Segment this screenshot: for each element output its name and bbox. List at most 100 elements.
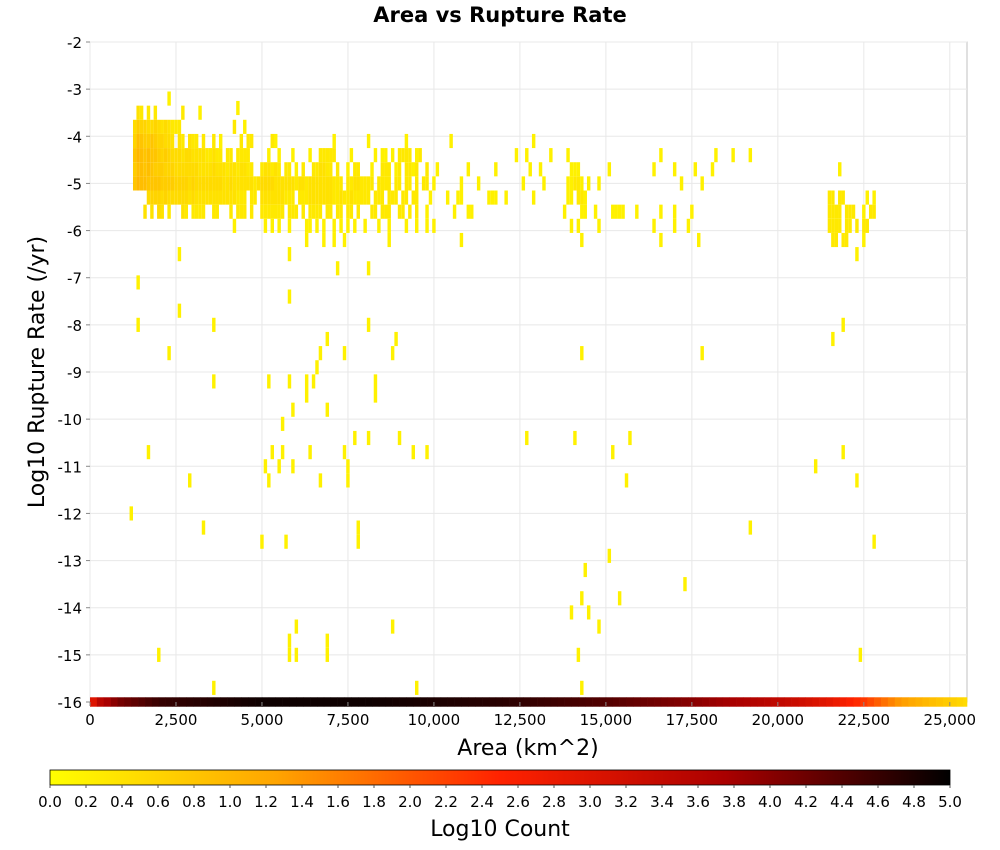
heatmap-cell bbox=[318, 162, 323, 177]
heatmap-cell bbox=[212, 176, 216, 191]
heatmap-cell bbox=[387, 162, 391, 177]
heatmap-cell bbox=[659, 148, 663, 163]
heatmap-cell bbox=[827, 190, 832, 205]
heatmap-cell bbox=[212, 148, 216, 163]
heatmap-cell bbox=[652, 162, 656, 177]
bottom-row-cell bbox=[922, 697, 930, 707]
heatmap-cell bbox=[243, 176, 247, 191]
bottom-row-cell bbox=[874, 697, 882, 707]
heatmap-cell bbox=[834, 218, 839, 233]
heatmap-cell bbox=[212, 680, 216, 695]
heatmap-cell bbox=[177, 148, 182, 163]
bottom-row-cell bbox=[337, 697, 345, 707]
colorbar-tick-label: 1.4 bbox=[290, 793, 314, 811]
bottom-row-cell bbox=[647, 697, 655, 707]
bottom-row-cell bbox=[764, 697, 772, 707]
heatmap-cell bbox=[249, 204, 254, 219]
bottom-row-cell bbox=[475, 697, 483, 707]
heatmap-cell bbox=[218, 133, 223, 149]
heatmap-cell bbox=[232, 119, 237, 134]
heatmap-cell bbox=[143, 162, 147, 177]
heatmap-cell bbox=[329, 204, 333, 219]
heatmap-cell bbox=[198, 148, 202, 163]
heatmap-cell bbox=[243, 190, 247, 205]
heatmap-cell bbox=[353, 190, 357, 205]
heatmap-cell bbox=[617, 591, 622, 606]
heatmap-cell bbox=[160, 204, 164, 219]
bottom-row-cell bbox=[750, 697, 758, 707]
heatmap-cell bbox=[690, 204, 694, 219]
bottom-row-cell bbox=[406, 697, 414, 707]
heatmap-cell bbox=[201, 133, 206, 149]
heatmap-cell bbox=[449, 133, 453, 149]
heatmap-cell bbox=[366, 317, 371, 332]
bottom-row-cell bbox=[612, 697, 620, 707]
heatmap-cell bbox=[390, 148, 395, 163]
heatmap-cell bbox=[212, 204, 216, 219]
bottom-row-cell bbox=[832, 697, 841, 707]
heatmap-cell bbox=[132, 176, 137, 191]
heatmap-cell bbox=[157, 162, 161, 177]
heatmap-cell bbox=[322, 176, 326, 191]
heatmap-cell bbox=[490, 190, 495, 205]
heatmap-cell bbox=[270, 204, 274, 219]
bottom-row-cell bbox=[537, 697, 545, 707]
heatmap-cell bbox=[576, 176, 581, 191]
heatmap-cell bbox=[249, 133, 254, 149]
heatmap-cell bbox=[236, 148, 240, 163]
heatmap-cell bbox=[311, 374, 316, 389]
heatmap-cell bbox=[270, 218, 274, 233]
heatmap-cell bbox=[294, 204, 299, 219]
heatmap-cell bbox=[586, 176, 591, 191]
heatmap-cell bbox=[239, 162, 244, 177]
heatmap-cell bbox=[181, 176, 185, 191]
bottom-row-cell bbox=[887, 697, 896, 707]
heatmap-cell bbox=[834, 232, 839, 248]
bottom-row-cell bbox=[124, 697, 132, 707]
heatmap-cell bbox=[573, 430, 577, 446]
heatmap-cell bbox=[298, 190, 302, 205]
heatmap-cell bbox=[277, 218, 281, 233]
heatmap-cell bbox=[363, 176, 367, 191]
heatmap-cell bbox=[132, 119, 137, 134]
heatmap-cell bbox=[301, 176, 305, 191]
bottom-row-cell bbox=[777, 697, 786, 707]
heatmap-cell bbox=[160, 148, 164, 163]
y-tick-label: -3 bbox=[67, 81, 82, 99]
heatmap-cell bbox=[583, 190, 587, 205]
heatmap-cell bbox=[432, 218, 436, 233]
heatmap-cell bbox=[194, 162, 199, 177]
bottom-row-cell bbox=[881, 697, 889, 707]
heatmap-cell bbox=[353, 218, 357, 233]
heatmap-cell bbox=[191, 190, 195, 205]
bottom-row-cell bbox=[592, 697, 600, 707]
heatmap-cell bbox=[267, 190, 271, 205]
heatmap-cell bbox=[153, 119, 158, 134]
heatmap-cell bbox=[342, 445, 347, 460]
heatmap-cell bbox=[184, 204, 189, 219]
bottom-row-cell bbox=[702, 697, 710, 707]
heatmap-cell bbox=[205, 162, 209, 177]
heatmap-cell bbox=[139, 119, 144, 134]
bottom-row-cell bbox=[543, 697, 552, 707]
bottom-row-cell bbox=[523, 697, 531, 707]
heatmap-cell bbox=[143, 176, 147, 191]
bottom-row-cell bbox=[385, 697, 393, 707]
heatmap-cell bbox=[315, 218, 319, 233]
heatmap-cell bbox=[291, 402, 295, 417]
heatmap-cell bbox=[428, 190, 433, 205]
heatmap-cell bbox=[373, 204, 378, 219]
x-tick-label: 10,000 bbox=[408, 711, 461, 729]
bottom-row-cell bbox=[853, 697, 861, 707]
bottom-row-cell bbox=[557, 697, 565, 707]
heatmap-cell bbox=[267, 162, 271, 177]
colorbar-tick-label: 1.0 bbox=[218, 793, 242, 811]
bottom-row-cell bbox=[825, 697, 834, 707]
heatmap-cell bbox=[170, 148, 175, 163]
colorbar-tick-label: 3.0 bbox=[578, 793, 602, 811]
heatmap-cell bbox=[160, 133, 164, 149]
heatmap-cell bbox=[229, 148, 233, 163]
heatmap-cell bbox=[332, 190, 336, 205]
heatmap-cell bbox=[401, 148, 405, 163]
